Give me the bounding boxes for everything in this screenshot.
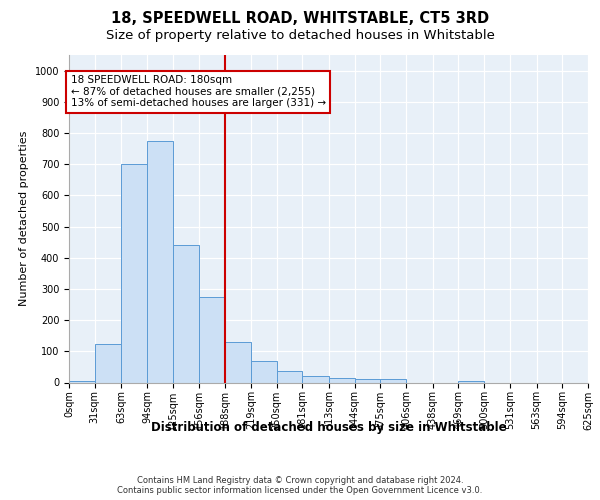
Text: 18 SPEEDWELL ROAD: 180sqm
← 87% of detached houses are smaller (2,255)
13% of se: 18 SPEEDWELL ROAD: 180sqm ← 87% of detac… (71, 76, 326, 108)
Text: 18, SPEEDWELL ROAD, WHITSTABLE, CT5 3RD: 18, SPEEDWELL ROAD, WHITSTABLE, CT5 3RD (111, 11, 489, 26)
Bar (458, 381, 484, 382)
Bar (173, 246, 199, 382)
Bar (225, 342, 251, 382)
Text: Contains HM Land Registry data © Crown copyright and database right 2024.
Contai: Contains HM Land Registry data © Crown c… (118, 476, 482, 495)
Bar (302, 376, 329, 382)
Bar (69, 381, 95, 382)
Bar (121, 164, 147, 382)
Bar (380, 380, 406, 382)
Bar (277, 370, 302, 382)
Bar (355, 380, 380, 382)
Text: Size of property relative to detached houses in Whitstable: Size of property relative to detached ho… (106, 29, 494, 42)
Text: Distribution of detached houses by size in Whitstable: Distribution of detached houses by size … (151, 421, 506, 434)
Bar (95, 344, 121, 382)
Y-axis label: Number of detached properties: Number of detached properties (19, 131, 29, 306)
Bar (199, 296, 225, 382)
Bar (147, 141, 173, 382)
Bar (251, 360, 277, 382)
Bar (329, 378, 355, 382)
